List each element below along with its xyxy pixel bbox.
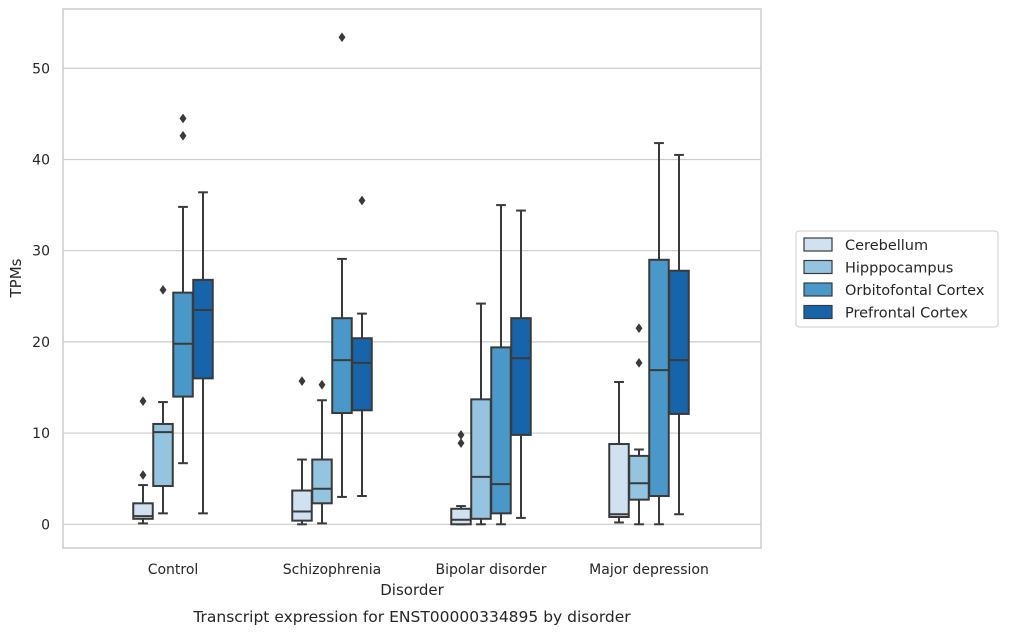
iqr-box — [192, 278, 214, 380]
chart-caption: Transcript expression for ENST0000033489… — [192, 608, 631, 626]
iqr-box — [628, 454, 650, 501]
x-tick-label: Major depression — [589, 562, 709, 578]
iqr-box — [132, 502, 154, 520]
box-cerebellum — [132, 396, 154, 525]
legend-swatch — [803, 304, 833, 320]
x-tick-label: Control — [148, 562, 199, 578]
box-hipppocampus — [628, 323, 650, 526]
box-orbitofontal-cortex — [490, 204, 512, 526]
y-tick-label: 20 — [32, 335, 50, 351]
x-tick-label: Schizophrenia — [283, 562, 381, 578]
box-cerebellum — [450, 429, 472, 526]
legend: Cerebellum Hipppocampus Orbitofontal Corte… — [795, 230, 999, 328]
outlier-point — [318, 379, 326, 390]
box-prefrontal-cortex — [668, 153, 690, 516]
iqr-box — [490, 346, 512, 515]
outlier-point — [338, 32, 346, 43]
legend-label: Hipppocampus — [845, 261, 953, 277]
y-axis-label: TPMs — [7, 258, 25, 298]
iqr-box — [291, 489, 313, 522]
x-tick-label: Bipolar disorder — [435, 562, 546, 578]
outlier-point — [179, 130, 187, 141]
outlier-point — [139, 470, 147, 480]
box-prefrontal-cortex — [192, 191, 214, 515]
outlier-point — [457, 438, 465, 449]
outlier-point — [298, 376, 306, 387]
y-tick-label: 30 — [32, 244, 50, 260]
y-tick-label: 50 — [32, 61, 50, 77]
box-orbitofontal-cortex — [172, 113, 194, 465]
box-orbitofontal-cortex — [331, 32, 353, 498]
legend-label: Cerebellum — [845, 238, 928, 254]
iqr-box — [648, 258, 670, 498]
legend-swatch — [803, 237, 833, 252]
outlier-point — [457, 429, 465, 440]
boxes — [132, 32, 690, 526]
legend-entry: Orbitofontal Cortex — [803, 282, 985, 299]
outlier-point — [635, 357, 643, 368]
iqr-box — [351, 337, 373, 412]
y-tick-label: 10 — [32, 426, 50, 442]
y-tick-label: 40 — [32, 152, 50, 168]
box-hipppocampus — [470, 302, 492, 526]
outlier-point — [159, 284, 167, 295]
outlier-point — [635, 323, 643, 334]
iqr-box — [668, 269, 690, 415]
outlier-point — [179, 113, 187, 124]
legend-label: Orbitofontal Cortex — [845, 283, 985, 299]
y-tick-label: 0 — [41, 517, 50, 533]
outlier-point — [139, 396, 147, 407]
legend-frame — [795, 230, 999, 328]
x-axis-label: Disorder — [380, 581, 444, 599]
box-prefrontal-cortex — [351, 195, 373, 498]
box-cerebellum — [608, 381, 630, 524]
x-tick-labels: Control Schizophrenia Bipolar disorder Majo… — [148, 562, 709, 578]
outlier-point — [358, 195, 366, 206]
box-cerebellum — [291, 376, 313, 526]
box-orbitofontal-cortex — [648, 142, 670, 526]
iqr-box — [510, 317, 532, 436]
box-hipppocampus — [311, 379, 333, 525]
box-prefrontal-cortex — [510, 209, 532, 519]
iqr-box — [311, 458, 333, 505]
y-tick-labels: 0 10 20 30 40 50 — [32, 61, 50, 533]
box-hipppocampus — [152, 284, 174, 515]
plot-frame — [62, 8, 762, 549]
iqr-box — [470, 398, 492, 520]
legend-swatch — [803, 259, 833, 275]
legend-entry: Hipppocampus — [803, 259, 953, 277]
legend-swatch — [803, 282, 833, 297]
iqr-box — [152, 422, 174, 487]
legend-label: Prefrontal Cortex — [845, 306, 968, 322]
iqr-box — [450, 507, 472, 526]
legend-entry: Cerebellum — [803, 237, 928, 254]
iqr-box — [608, 443, 630, 518]
legend-entry: Prefrontal Cortex — [803, 304, 968, 322]
iqr-box — [331, 317, 353, 415]
